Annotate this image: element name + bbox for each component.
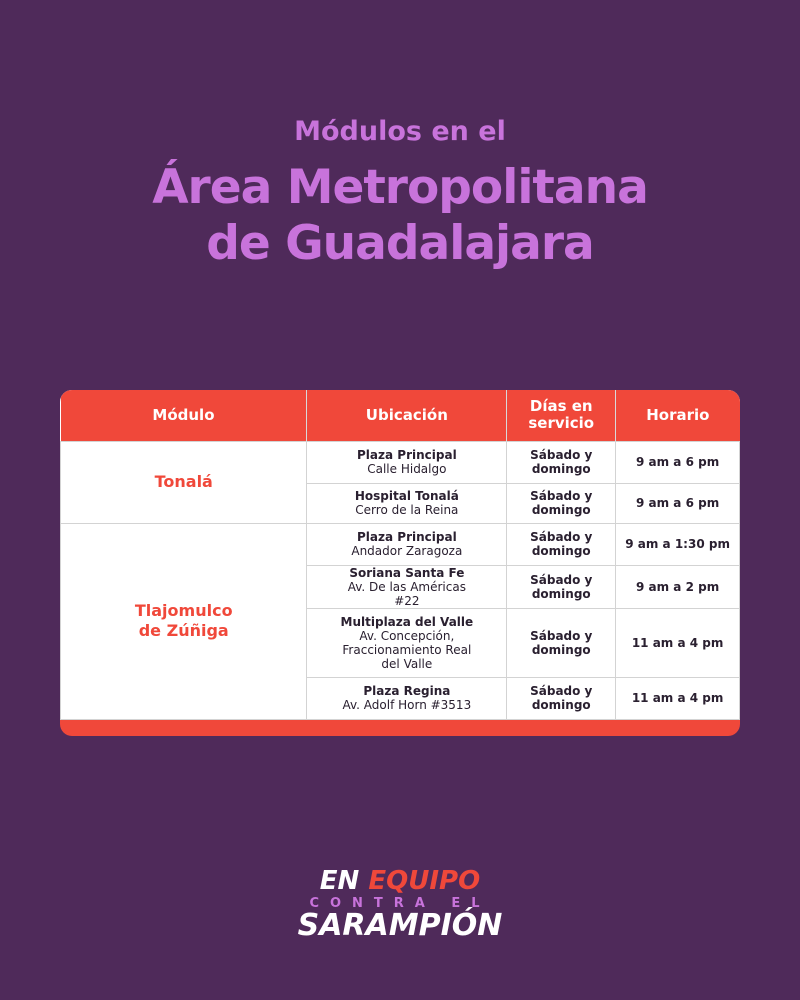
place-address: Av. Concepción, Fraccionamiento Real del… [342,628,472,671]
col-header-hours: Horario [615,390,740,441]
hours-cell: 11 am a 4 pm [615,676,740,720]
hours-cell: 9 am a 1:30 pm [615,522,740,566]
place-name: Soriana Santa Fe [349,565,465,580]
logo-contra: CONTRA EL [309,896,491,911]
table-row: Plaza Regina Av. Adolf Horn #3513 Sábado y… [61,676,740,720]
location-cell: Multiplaza del Valle Av. Concepción, Frac… [306,607,508,678]
days-cell: Sábado y domingo [506,607,617,678]
location-cell: Plaza Regina Av. Adolf Horn #3513 [306,676,508,720]
table-row: Hospital Tonalá Cerro de la Reina Sábado y… [61,482,740,524]
place-address: Cerro de la Reina [355,503,459,517]
module-label: Tlajomulco de Zúñiga [134,601,233,640]
place-name: Plaza Regina [363,684,451,698]
place-name: Plaza Principal [357,530,457,544]
module-name: Tonalá [60,440,308,524]
place-address: Av. Adolf Horn #3513 [342,698,472,712]
logo-en: EN [319,866,360,896]
location-cell: Plaza Principal Calle Hidalgo [306,440,508,484]
subtitle: Módulos en el [294,116,506,147]
campaign-logo: EN EQUIPO CONTRA EL SARAMPIÓN [0,866,800,941]
hours-cell: 9 am a 6 pm [615,440,740,484]
days-text: Sábado y domingo [530,628,593,657]
days-cell: Sábado y domingo [506,482,617,524]
days-text: Sábado y domingo [530,684,593,712]
table-row: Soriana Santa Fe Av. De las Américas #22 S… [61,564,740,609]
hours-cell: 9 am a 6 pm [615,482,740,524]
table-row: Tlajomulco de Zúñiga Plaza Principal Andad… [60,522,740,720]
days-cell: Sábado y domingo [506,676,617,720]
days-cell: Sábado y domingo [506,522,617,566]
location-cell: Hospital Tonalá Cerro de la Reina [306,482,508,524]
page-title: Área Metropolitana de Guadalajara [0,160,800,272]
module-label: Tonalá [154,472,213,491]
table-row: Multiplaza del Valle Av. Concepción, Frac… [61,607,740,678]
place-name: Hospital Tonalá [354,489,459,503]
title-line-1: Área Metropolitana [152,160,649,215]
hours-cell: 11 am a 4 pm [615,607,740,678]
days-cell: Sábado y domingo [506,564,617,609]
location-cell: Soriana Santa Fe Av. De las Américas #22 [306,564,508,609]
table-row: Tonalá Plaza Principal Calle Hidalgo Sábado… [60,440,740,524]
days-text: Sábado y domingo [530,572,593,601]
hours-cell: 9 am a 2 pm [615,564,740,609]
logo-equipo: EQUIPO [368,866,481,896]
place-name: Plaza Principal [357,448,457,462]
col-header-module: Módulo [60,390,308,441]
module-name: Tlajomulco de Zúñiga [60,522,308,720]
place-name: Multiplaza del Valle [340,614,474,629]
modules-table: Módulo Ubicación Días en servicio Horari… [60,390,740,736]
days-text: Sábado y domingo [530,448,593,476]
col-header-days: Días en servicio [506,390,617,441]
place-address: Av. De las Américas #22 [347,579,466,608]
days-text: Sábado y domingo [530,489,593,517]
col-header-location: Ubicación [306,390,508,441]
place-address: Andador Zaragoza [351,544,463,558]
days-cell: Sábado y domingo [506,440,617,484]
place-address: Calle Hidalgo [367,462,447,476]
title-line-2: de Guadalajara [206,216,595,271]
days-text: Sábado y domingo [530,530,593,558]
logo-sarampion: SARAMPIÓN [297,908,503,943]
location-cell: Plaza Principal Andador Zaragoza [306,522,508,566]
